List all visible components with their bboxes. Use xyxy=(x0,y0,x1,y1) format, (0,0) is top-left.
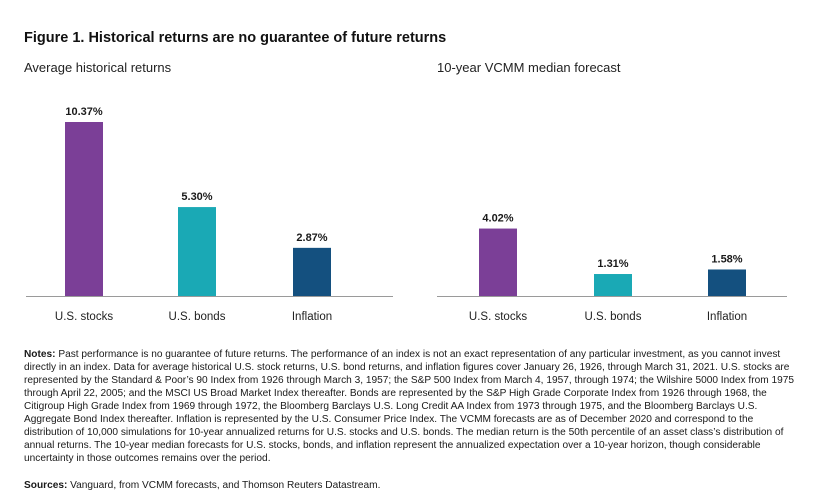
category-label-historical-us-bonds: U.S. bonds xyxy=(169,311,226,323)
sources-label: Sources: xyxy=(24,480,68,491)
data-label-historical-us-bonds: 5.30% xyxy=(181,191,212,203)
notes-label: Notes: xyxy=(24,349,56,360)
data-label-historical-us-stocks: 10.37% xyxy=(65,106,103,118)
category-label-historical-us-stocks: U.S. stocks xyxy=(55,311,113,323)
bar-historical-us-stocks xyxy=(65,122,103,296)
category-label-historical-inflation: Inflation xyxy=(292,311,332,323)
data-label-forecast-us-stocks: 4.02% xyxy=(482,213,513,225)
chart-title-forecast: 10-year VCMM median forecast xyxy=(437,60,621,75)
bar-historical-inflation xyxy=(293,247,331,296)
sources: Sources: Vanguard, from VCMM forecasts, … xyxy=(24,480,380,491)
notes: Notes: Past performance is no guarantee … xyxy=(24,348,799,465)
charts-area: 10.37% U.S. stocks 5.30% U.S. bonds 2.87% Inf… xyxy=(26,106,787,323)
bar-forecast-us-bonds xyxy=(594,274,632,296)
sources-text: Vanguard, from VCMM forecasts, and Thoms… xyxy=(70,480,381,491)
bar-forecast-inflation xyxy=(708,269,746,296)
bar-historical-us-bonds xyxy=(178,207,216,296)
data-label-forecast-us-bonds: 1.31% xyxy=(597,258,628,270)
notes-text: Past performance is no guarantee of futu… xyxy=(24,349,794,464)
category-label-forecast-us-stocks: U.S. stocks xyxy=(469,311,527,323)
data-label-forecast-inflation: 1.58% xyxy=(711,253,742,265)
bar-forecast-us-stocks xyxy=(479,228,517,296)
category-label-forecast-us-bonds: U.S. bonds xyxy=(585,311,642,323)
chart-title-historical: Average historical returns xyxy=(24,60,172,75)
figure-title: Figure 1. Historical returns are no guar… xyxy=(24,30,447,46)
category-label-forecast-inflation: Inflation xyxy=(707,311,747,323)
data-label-historical-inflation: 2.87% xyxy=(296,232,327,244)
